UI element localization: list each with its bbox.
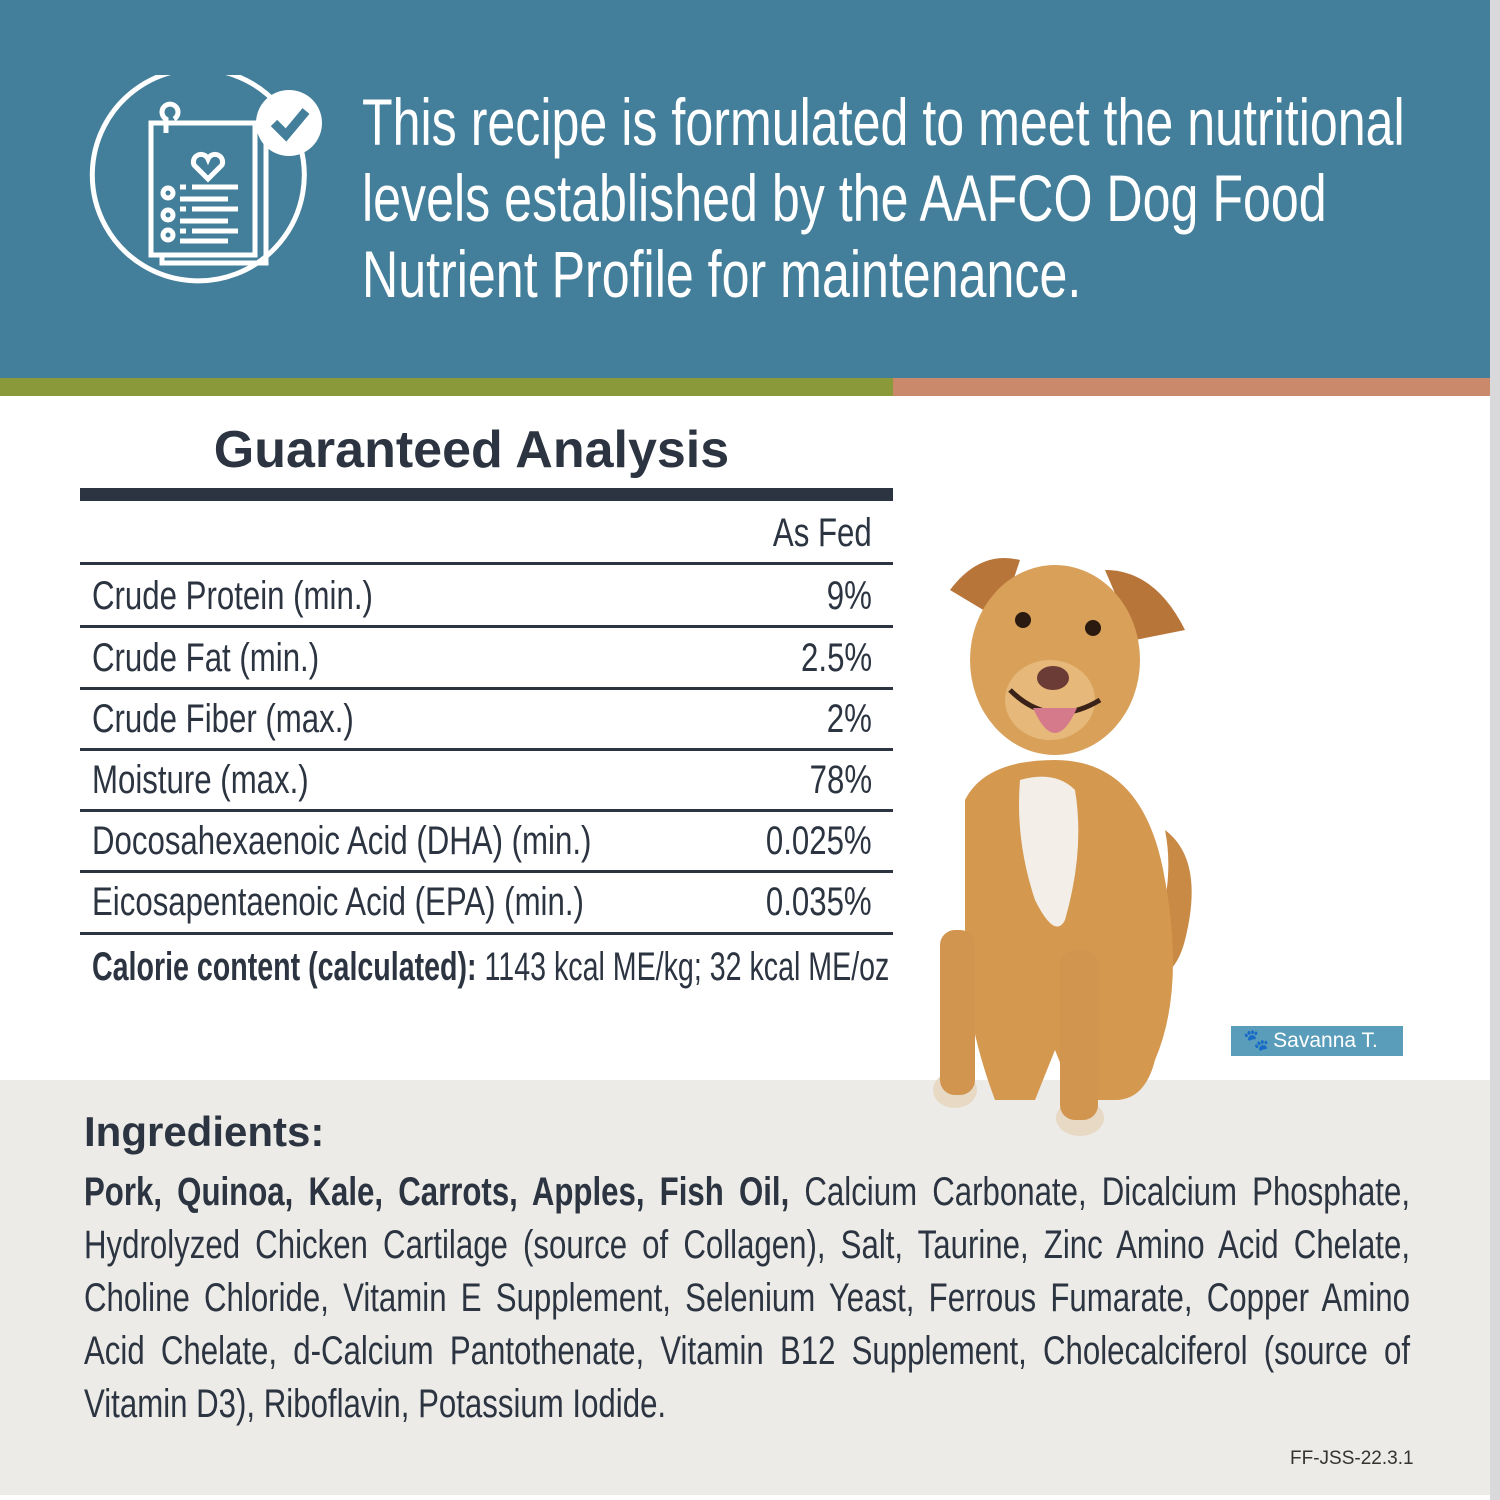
- table-row: Eicosapentaenoic Acid (EPA) (min.) 0.035%: [80, 870, 893, 935]
- nutrient-value: 9%: [826, 574, 872, 618]
- nutrition-checklist-icon: [89, 75, 322, 284]
- photo-credit-badge: 🐾 Savanna T.: [1231, 1026, 1403, 1056]
- nutrient-value: 2%: [826, 697, 872, 741]
- nutrient-label: Crude Protein (min.): [92, 574, 373, 618]
- table-header-row: As Fed: [80, 501, 893, 565]
- paw-icon: 🐾: [1243, 1029, 1270, 1052]
- dog-photo: [933, 558, 1192, 1136]
- aafco-statement: This recipe is formulated to meet the nu…: [362, 85, 1405, 311]
- other-ingredients: Calcium Carbonate, Dicalcium Phosphate, …: [84, 1170, 1410, 1426]
- nutrient-label: Moisture (max.): [92, 758, 309, 802]
- key-ingredients: Pork, Quinoa, Kale, Carrots, Apples, Fis…: [84, 1170, 790, 1214]
- nutrient-value: 78%: [809, 758, 872, 802]
- analysis-title: Guaranteed Analysis: [80, 420, 893, 480]
- table-row: Crude Fat (min.) 2.5%: [80, 626, 893, 690]
- ingredients-heading: Ingredients:: [84, 1108, 325, 1155]
- right-edge: [1490, 0, 1500, 1500]
- calorie-content: Calorie content (calculated): 1143 kcal …: [92, 945, 889, 990]
- ingredients-panel: [0, 1080, 1490, 1495]
- calorie-value: 1143 kcal ME/kg; 32 kcal ME/oz: [476, 945, 890, 989]
- nutrient-value: 0.035%: [766, 880, 872, 924]
- column-header-as-fed: As Fed: [773, 511, 872, 555]
- green-stripe: [0, 378, 893, 396]
- product-code: FF-JSS-22.3.1: [1290, 1448, 1414, 1469]
- nutrient-label: Eicosapentaenoic Acid (EPA) (min.): [92, 880, 584, 924]
- table-row: Crude Protein (min.) 9%: [80, 564, 893, 628]
- analysis-title-text: Guaranteed Analysis: [213, 421, 730, 479]
- nutrient-value: 0.025%: [766, 819, 872, 863]
- ingredients-list: Pork, Quinoa, Kale, Carrots, Apples, Fis…: [84, 1166, 1410, 1431]
- table-row: Moisture (max.) 78%: [80, 748, 893, 812]
- orange-stripe: [893, 378, 1490, 396]
- nutrient-label: Docosahexaenoic Acid (DHA) (min.): [92, 819, 592, 863]
- nutrient-label: Crude Fat (min.): [92, 636, 320, 680]
- title-rule: [80, 488, 893, 501]
- header-banner: [0, 0, 1490, 378]
- nutrient-label: Crude Fiber (max.): [92, 697, 354, 741]
- table-row: Docosahexaenoic Acid (DHA) (min.) 0.025%: [80, 809, 893, 873]
- table-row: Crude Fiber (max.) 2%: [80, 687, 893, 751]
- photo-credit-name: Savanna T.: [1273, 1029, 1378, 1052]
- calorie-label: Calorie content (calculated):: [92, 945, 477, 989]
- nutrient-value: 2.5%: [800, 636, 872, 680]
